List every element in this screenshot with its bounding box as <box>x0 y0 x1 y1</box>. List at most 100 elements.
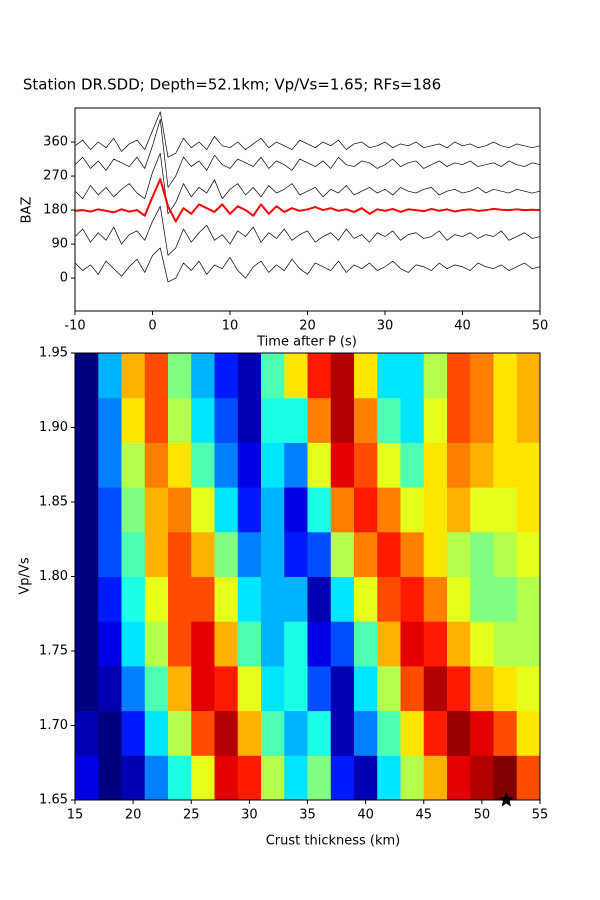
x-tick-label: 30 <box>377 319 394 334</box>
heat-cell <box>75 397 99 443</box>
heat-cell <box>284 353 308 399</box>
heat-cell <box>307 531 332 577</box>
heat-cell <box>423 397 448 443</box>
trace <box>75 178 540 223</box>
heat-cell <box>470 487 494 533</box>
heat-cell <box>75 576 99 622</box>
heat-cell <box>330 487 355 533</box>
heat-cell <box>261 353 285 399</box>
heat-cell <box>214 397 239 443</box>
heat-cell <box>284 665 308 712</box>
heat-cell <box>354 397 378 443</box>
heat-cell <box>330 665 355 712</box>
heat-cell <box>423 531 448 577</box>
x-axis-label: Time after P (s) <box>256 335 357 350</box>
heat-cell <box>516 397 541 443</box>
heat-cell <box>261 531 285 577</box>
heat-cell <box>307 665 332 712</box>
heat-cell <box>354 665 378 712</box>
x-tick-label: 40 <box>357 808 374 823</box>
y-tick-label: 90 <box>51 237 68 252</box>
axes-frame <box>74 352 541 801</box>
heat-cell <box>121 621 146 667</box>
heat-cell <box>168 353 192 399</box>
heat-cell <box>261 755 285 801</box>
heat-cell <box>237 487 262 533</box>
heat-cell <box>237 442 262 488</box>
heat-cell <box>423 665 448 712</box>
heat-cell <box>121 665 146 712</box>
heat-cell <box>191 576 215 622</box>
heat-cell <box>237 665 262 712</box>
heat-cell <box>237 710 262 756</box>
heat-cell <box>98 487 122 533</box>
heat-cell <box>377 710 401 756</box>
x-tick-label: 55 <box>532 808 549 823</box>
heat-cell <box>144 755 169 801</box>
x-tick-label: 45 <box>415 808 432 823</box>
heat-cell <box>98 710 122 756</box>
heat-cell <box>354 442 378 488</box>
heat-cell <box>354 531 378 577</box>
heat-cell <box>447 621 471 667</box>
heat-cell <box>377 755 401 801</box>
heat-cell <box>191 397 215 443</box>
heat-cell <box>144 487 169 533</box>
heat-cell <box>470 710 494 756</box>
heat-cell <box>400 531 425 577</box>
y-axis-label: Vp/Vs <box>18 557 33 594</box>
heat-cell <box>121 487 146 533</box>
x-tick-label: 40 <box>454 319 471 334</box>
heat-cell <box>284 755 308 801</box>
heat-cell <box>261 442 285 488</box>
y-tick-label: 1.75 <box>39 644 68 659</box>
y-tick-label: 1.85 <box>39 495 68 510</box>
heat-cell <box>75 621 99 667</box>
heat-cell <box>121 397 146 443</box>
heat-cell <box>98 621 122 667</box>
heat-cell <box>493 710 518 756</box>
y-tick-label: 180 <box>43 203 68 218</box>
trace <box>75 205 540 256</box>
heat-cell <box>144 621 169 667</box>
x-tick-label: 25 <box>183 808 200 823</box>
heat-cell <box>400 442 425 488</box>
trace <box>75 247 540 283</box>
heat-cell <box>168 710 192 756</box>
heat-cell <box>214 531 239 577</box>
heat-cell <box>423 576 448 622</box>
heat-cell <box>493 442 518 488</box>
heat-cell <box>237 531 262 577</box>
heat-cell <box>284 710 308 756</box>
heat-cell <box>261 710 285 756</box>
heat-cell <box>354 621 378 667</box>
heat-cell <box>144 531 169 577</box>
heat-cell <box>307 621 332 667</box>
heat-cell <box>470 531 494 577</box>
heat-cell <box>121 442 146 488</box>
heat-cell <box>98 576 122 622</box>
heat-cell <box>168 665 192 712</box>
heat-cell <box>354 710 378 756</box>
heat-cell <box>400 576 425 622</box>
heat-cell <box>284 397 308 443</box>
heat-cell <box>191 487 215 533</box>
heat-cell <box>354 487 378 533</box>
heat-cell <box>470 576 494 622</box>
heat-cell <box>191 531 215 577</box>
heat-cell <box>330 710 355 756</box>
heat-cell <box>470 665 494 712</box>
heat-cell <box>144 442 169 488</box>
heat-cell <box>330 442 355 488</box>
heat-cell <box>144 665 169 712</box>
heat-cell <box>284 531 308 577</box>
heat-cell <box>121 353 146 399</box>
heat-cell <box>400 665 425 712</box>
heat-cell <box>470 353 494 399</box>
heat-cell <box>470 755 494 801</box>
heat-cell <box>307 353 332 399</box>
heat-cell <box>191 755 215 801</box>
heat-cell <box>377 665 401 712</box>
y-tick-label: 1.80 <box>39 569 68 584</box>
heat-cell <box>237 755 262 801</box>
